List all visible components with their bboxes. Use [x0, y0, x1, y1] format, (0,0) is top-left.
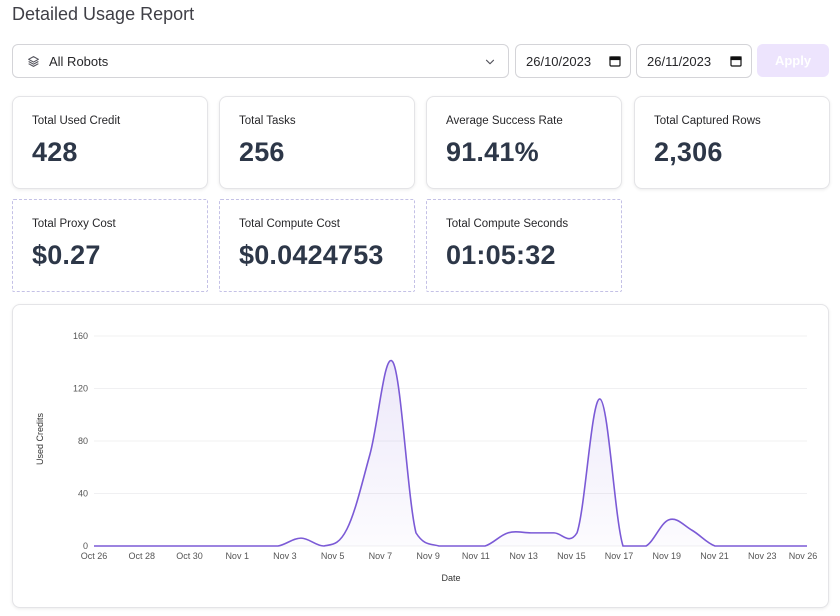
stat-value: 01:05:32 [446, 240, 556, 270]
x-tick-label: Oct 26 [81, 551, 108, 561]
x-tick-label: Oct 28 [128, 551, 155, 561]
stat-card-total-proxy-cost: Total Proxy Cost $0.27 [12, 199, 208, 292]
y-tick-label: 80 [78, 436, 88, 446]
stat-card-total-compute-cost: Total Compute Cost $0.0424753 [219, 199, 415, 292]
stat-value: 2,306 [654, 137, 723, 167]
x-tick-label: Nov 17 [605, 551, 634, 561]
page-title: Detailed Usage Report [12, 4, 195, 24]
x-tick-label: Nov 11 [462, 551, 490, 561]
x-tick-label: Nov 3 [273, 551, 297, 561]
layers-icon [26, 54, 40, 68]
x-tick-label: Nov 7 [369, 551, 393, 561]
x-tick-label: Nov 1 [225, 551, 249, 561]
stat-card-average-success-rate: Average Success Rate 91.41% [426, 96, 622, 189]
stat-value: $0.27 [32, 240, 101, 270]
x-tick-label: Nov 13 [509, 551, 538, 561]
chevron-down-icon [483, 55, 497, 69]
stat-label: Total Tasks [239, 115, 296, 127]
x-axis-label: Date [441, 573, 460, 583]
apply-button[interactable]: Apply [757, 44, 829, 77]
end-date-input[interactable]: 26/11/2023 [636, 44, 752, 78]
x-tick-label: Nov 15 [557, 551, 586, 561]
start-date-value: 26/10/2023 [526, 53, 592, 69]
calendar-icon[interactable] [609, 55, 621, 67]
calendar-icon[interactable] [730, 55, 742, 67]
stat-label: Total Compute Seconds [446, 218, 569, 230]
stat-label: Total Proxy Cost [32, 218, 116, 230]
stat-value: 428 [32, 137, 78, 167]
x-tick-label: Nov 19 [653, 551, 682, 561]
y-tick-label: 160 [73, 331, 88, 341]
series-line-used-credits [94, 359, 807, 547]
stat-label: Total Compute Cost [239, 218, 340, 230]
y-tick-label: 120 [73, 384, 88, 394]
y-tick-label: 40 [78, 489, 88, 499]
end-date-value: 26/11/2023 [647, 53, 712, 69]
stat-card-total-used-credit: Total Used Credit 428 [12, 96, 208, 189]
robot-select[interactable]: All Robots [12, 44, 509, 78]
start-date-input[interactable]: 26/10/2023 [515, 44, 631, 78]
stat-card-total-tasks: Total Tasks 256 [219, 96, 415, 189]
stat-label: Total Used Credit [32, 115, 121, 127]
stat-value: 256 [239, 137, 285, 167]
stat-value: 91.41% [446, 137, 539, 167]
x-tick-label: Nov 5 [321, 551, 345, 561]
stat-card-total-captured-rows: Total Captured Rows 2,306 [634, 96, 830, 189]
stat-label: Average Success Rate [446, 115, 563, 127]
x-tick-label: Oct 30 [176, 551, 203, 561]
y-tick-label: 0 [83, 541, 88, 551]
x-tick-label: Nov 23 [748, 551, 777, 561]
usage-chart: 0 40 80 120 160 Oct 26 Oct 28 Oct 30 Nov 1 Nov 3… [35, 331, 818, 583]
stat-label: Total Captured Rows [654, 115, 761, 127]
x-tick-label: Nov 9 [416, 551, 440, 561]
stat-value: $0.0424753 [239, 240, 384, 270]
robot-select-value: All Robots [49, 53, 109, 69]
x-tick-label: Nov 26 [789, 551, 818, 561]
usage-chart-card: 0 40 80 120 160 Oct 26 Oct 28 Oct 30 Nov 1 Nov 3… [12, 304, 829, 608]
stat-card-total-compute-seconds: Total Compute Seconds 01:05:32 [426, 199, 622, 292]
x-tick-label: Nov 21 [700, 551, 729, 561]
y-axis-label: Used Credits [35, 412, 45, 465]
